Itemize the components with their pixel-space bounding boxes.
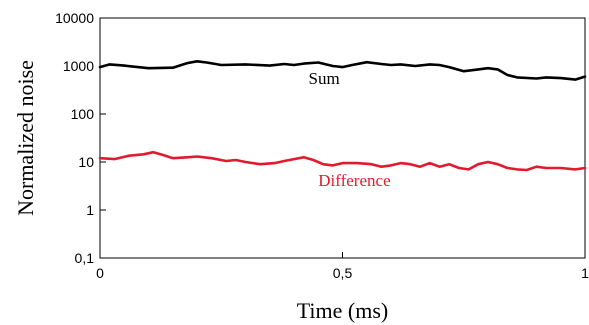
series-line-difference	[98, 150, 587, 172]
y-tick-label: 1000	[63, 58, 94, 74]
y-tick-label: 100	[71, 106, 95, 122]
series-label-sum: Sum	[309, 69, 340, 88]
plot-frame	[99, 17, 586, 259]
series-layer	[98, 60, 587, 172]
x-tick-label: 1	[581, 265, 589, 281]
y-tick-label: 1	[86, 202, 94, 218]
plot-border	[99, 17, 586, 259]
series-labels: Sum Difference	[309, 69, 391, 190]
y-axis: 0,1 1 10 100 1000 10000	[55, 10, 106, 266]
y-tick-label: 0,1	[75, 250, 95, 266]
x-axis: 0 0,5 1	[96, 252, 589, 281]
series-label-difference: Difference	[318, 171, 390, 190]
x-tick-label: 0,5	[333, 265, 353, 281]
x-axis-title: Time (ms)	[297, 298, 388, 323]
x-tick-label: 0	[96, 265, 104, 281]
y-axis-title: Normalized noise	[13, 60, 38, 216]
y-tick-label: 10000	[55, 10, 94, 26]
y-tick-label: 10	[78, 154, 94, 170]
series-line-sum	[98, 60, 587, 81]
